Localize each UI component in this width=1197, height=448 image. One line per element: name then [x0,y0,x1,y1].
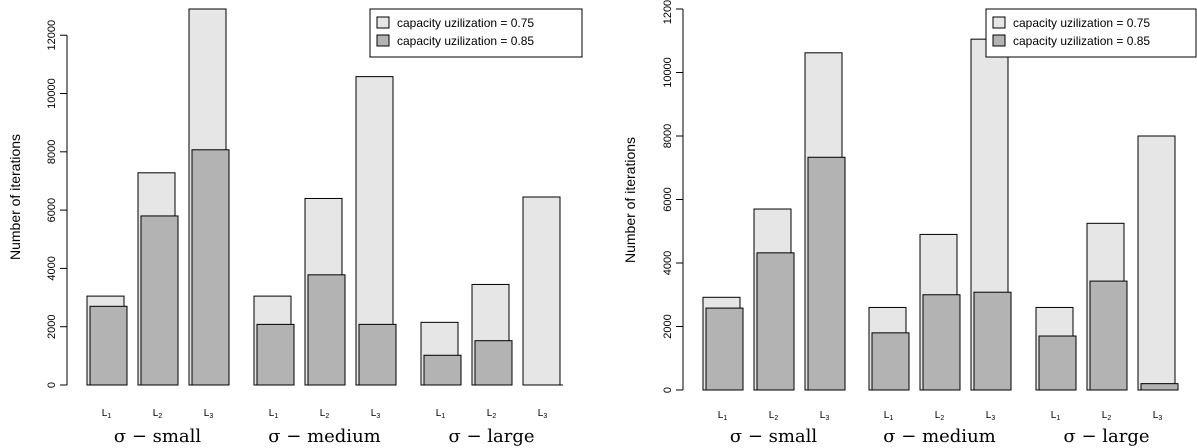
group-label: σ − medium [883,426,995,447]
legend-swatch [376,34,390,47]
legend: capacity uzilization = 0.75 capacity uzil… [369,8,583,58]
category-label: L3 [1153,410,1163,422]
category-label: L2 [487,408,497,420]
y-tick-label: 0 [662,387,674,393]
legend-entry: capacity uzilization = 0.75 [397,16,534,30]
category-label: L3 [371,408,381,420]
legend-swatch [992,34,1006,47]
y-tick-label: 8000 [662,124,674,148]
category-label: L1 [1051,410,1061,422]
y-tick-label: 6000 [662,187,674,211]
bar-util-085 [1038,335,1077,391]
group-label: σ − small [730,426,818,447]
y-tick-label: 8000 [46,140,58,164]
chart-left: 0 2000 4000 6000 8000 10000 12000 Number of ite… [7,8,583,447]
legend-box [985,8,1197,58]
bar-util-085 [358,323,397,386]
category-label: L3 [820,410,830,422]
bar-util-085 [191,149,230,386]
category-label: L2 [935,410,945,422]
legend-entry: capacity uzilization = 0.75 [1013,16,1150,30]
bar-util-085 [474,340,513,386]
y-axis-label: Number of iterations [622,137,638,263]
category-label: L2 [1102,410,1112,422]
bar-util-085 [89,305,128,386]
bar-util-085 [140,215,179,386]
bar-util-085 [807,156,846,391]
category-label: L1 [436,408,446,420]
y-tick-label: 10000 [662,57,674,88]
y-tick-label: 2000 [46,314,58,338]
y-axis-label: Number of iterations [7,134,23,260]
chart-right: 0 2000 4000 6000 8000 10000 12000 Number of ite… [622,0,1197,447]
category-label: L2 [320,408,330,420]
y-tick-label: 12000 [46,20,58,51]
y-tick-label: 6000 [46,198,58,222]
category-label: L3 [538,408,548,420]
legend-entry: capacity uzilization = 0.85 [1013,34,1150,48]
category-label: L3 [986,410,996,422]
group-label: σ − medium [268,426,380,447]
y-tick-label: 4000 [662,251,674,275]
legend-box [369,8,583,58]
bar-util-085 [705,307,744,391]
legend-swatch [992,16,1006,29]
bar-util-085 [922,294,961,391]
group-label: σ − large [448,426,534,447]
bar-util-075 [522,196,561,386]
y-tick-label: 10000 [46,78,58,109]
category-label: L3 [204,408,214,420]
group-label: σ − small [114,426,202,447]
y-tick-label: 4000 [46,256,58,280]
category-label: L1 [718,410,728,422]
category-label: L1 [102,408,112,420]
category-label: L2 [769,410,779,422]
category-label: L1 [269,408,279,420]
category-label: L2 [153,408,163,420]
category-label: L1 [884,410,894,422]
y-tick-label: 0 [46,382,58,388]
legend: capacity uzilization = 0.75 capacity uzil… [985,8,1197,58]
bar-util-085 [307,274,346,386]
legend-swatch [376,16,390,29]
y-tick-label: 2000 [662,314,674,338]
bar-util-085 [871,332,910,391]
bar-util-085 [256,323,295,386]
bar-util-085 [756,252,795,391]
y-tick-label: 12000 [662,0,674,24]
bar-util-085 [1089,280,1128,391]
group-label: σ − large [1063,426,1149,447]
bar-util-085 [1140,383,1179,391]
bar-util-075 [1137,135,1176,391]
bar-util-085 [423,354,462,386]
bar-util-085 [973,291,1012,391]
legend-entry: capacity uzilization = 0.85 [397,34,534,48]
